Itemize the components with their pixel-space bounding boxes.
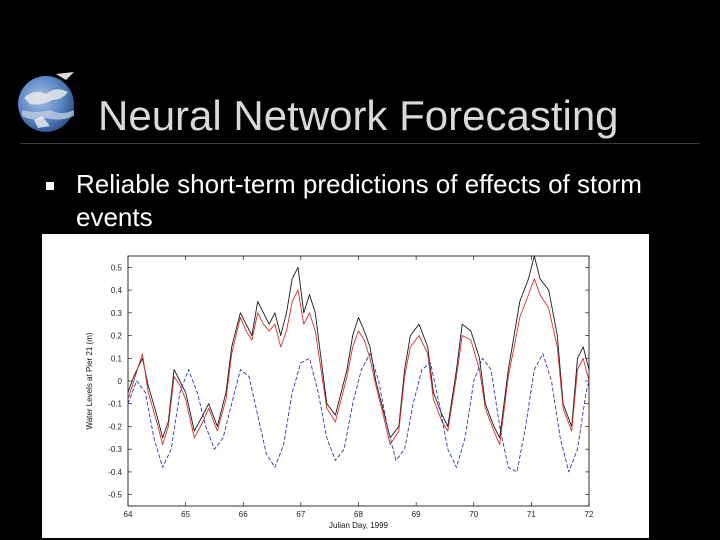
y-tick-label: 0.4	[111, 286, 123, 295]
x-tick-label: 68	[354, 510, 363, 519]
x-axis-label: Julian Day, 1999	[329, 521, 389, 530]
x-tick-label: 69	[412, 510, 421, 519]
chart-svg: 0.5 0.4 0.3 0.2 0.1 0 -0.1 -0.2 -0.3 -0.4 -0.5 64 65…	[85, 255, 594, 530]
bullet-text: Reliable short-term predictions of effec…	[76, 169, 642, 232]
series-line-1	[127, 278, 590, 446]
y-tick-label: -0.2	[108, 422, 122, 431]
x-tick-label: 70	[469, 510, 478, 519]
water-level-chart: 0.5 0.4 0.3 0.2 0.1 0 -0.1 -0.2 -0.3 -0.4 -0.5 64 65…	[42, 234, 649, 538]
y-axis-label: Water Levels at Pier 21 (m)	[85, 332, 94, 429]
y-tick-label: 0.5	[111, 263, 123, 272]
title-divider	[20, 143, 700, 144]
y-tick-label: -0.1	[108, 400, 122, 409]
x-tick-label: 71	[527, 510, 536, 519]
y-tick-label: -0.4	[108, 468, 122, 477]
earth-eagle-logo-icon	[16, 70, 78, 134]
series-line-2	[127, 353, 590, 473]
y-tick-label: -0.3	[108, 445, 122, 454]
y-tick-label: 0.3	[111, 309, 123, 318]
x-tick-label: 72	[585, 510, 594, 519]
x-tick-label: 66	[239, 510, 248, 519]
y-tick-label: 0.1	[111, 354, 123, 363]
x-tick-label: 64	[124, 510, 133, 519]
y-tick-label: 0.2	[111, 332, 123, 341]
series-line-0	[127, 255, 590, 439]
bullet-square-icon	[46, 182, 54, 190]
y-tick-label: -0.5	[108, 491, 122, 500]
slide-title: Neural Network Forecasting	[98, 92, 619, 139]
x-tick-label: 65	[181, 510, 190, 519]
x-tick-label: 67	[296, 510, 305, 519]
y-tick-label: 0	[118, 377, 123, 386]
